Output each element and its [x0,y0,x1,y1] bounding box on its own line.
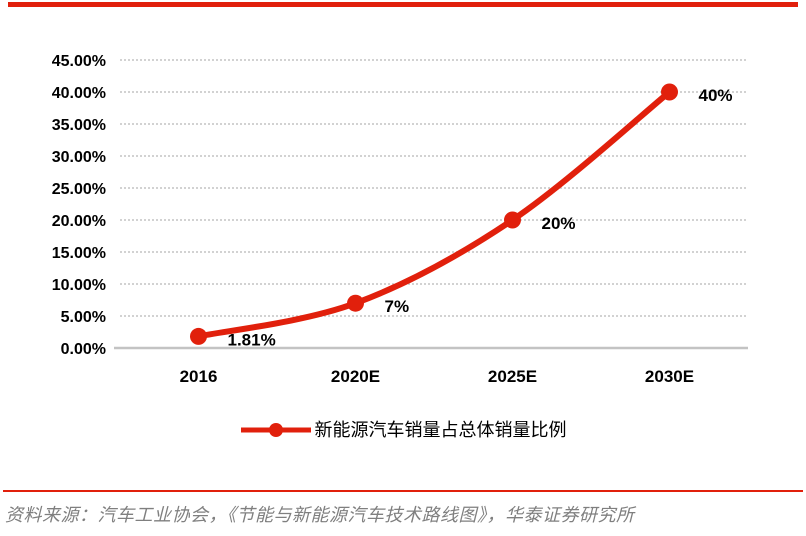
data-point-label: 7% [385,297,410,316]
data-point-label: 1.81% [228,330,276,349]
data-point-marker [504,211,521,229]
y-tick-label: 5.00% [61,309,106,326]
data-point-label: 40% [699,86,733,105]
x-axis-label: 2025E [488,367,537,386]
data-point-label: 20% [542,214,576,233]
y-tick-label: 35.00% [52,117,106,134]
line-chart: 0.00% 5.00% 10.00% 15.00% 20.00% 25.00% 30.00%… [0,10,806,410]
y-tick-label: 0.00% [61,341,106,358]
y-tick-label: 10.00% [52,277,106,294]
legend-line-marker-icon [240,423,311,437]
data-point-marker [661,83,678,101]
bottom-red-rule [3,490,803,492]
y-tick-label: 40.00% [52,85,106,102]
line-chart-svg: 0.00% 5.00% 10.00% 15.00% 20.00% 25.00% 30.00%… [52,53,748,386]
series-line [195,89,673,340]
y-tick-label: 20.00% [52,213,106,230]
data-point-marker [190,327,207,345]
y-tick-label: 30.00% [52,149,106,166]
y-tick-label: 25.00% [52,181,106,198]
x-axis-label: 2030E [645,367,694,386]
top-red-rule [8,2,798,7]
chart-legend: 新能源汽车销量占总体销量比例 [0,417,806,443]
source-note: 资料来源：汽车工业协会，《节能与新能源汽车技术路线图》，华泰证券研究所 [5,505,635,525]
x-axis-label: 2016 [180,367,218,386]
legend-label: 新能源汽车销量占总体销量比例 [314,420,567,440]
data-point-marker [347,294,364,312]
y-tick-label: 45.00% [52,53,106,70]
x-axis-label: 2020E [331,367,380,386]
y-tick-label: 15.00% [52,245,106,262]
